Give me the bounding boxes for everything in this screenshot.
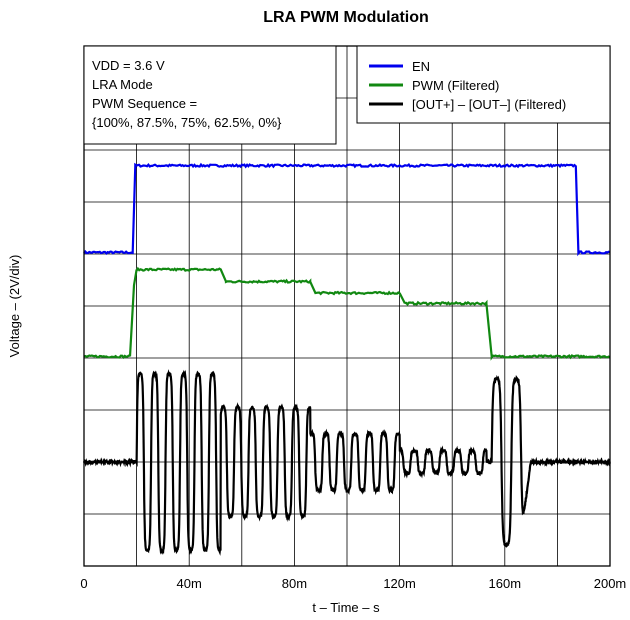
x-axis-label: t – Time – s	[312, 600, 380, 615]
chart-title: LRA PWM Modulation	[263, 9, 429, 26]
x-tick-label: 40m	[177, 576, 202, 591]
x-tick-label: 120m	[383, 576, 416, 591]
legend-label-en: EN	[412, 59, 430, 74]
condition-mode: LRA Mode	[92, 77, 153, 92]
legend-label-out: [OUT+] – [OUT–] (Filtered)	[412, 97, 566, 112]
x-tick-label: 160m	[489, 576, 522, 591]
legend: EN PWM (Filtered) [OUT+] – [OUT–] (Filte…	[356, 45, 611, 124]
condition-sequence-label: PWM Sequence =	[92, 96, 197, 111]
conditions-box: VDD = 3.6 V LRA Mode PWM Sequence = {100…	[83, 45, 337, 145]
series-pwm-trace	[83, 266, 611, 361]
condition-sequence-values: {100%, 87.5%, 75%, 62.5%, 0%}	[92, 115, 282, 130]
series-out-trace	[82, 369, 611, 556]
plot-grid	[84, 46, 610, 566]
x-tick-label: 200m	[594, 576, 627, 591]
x-tick-label: 80m	[282, 576, 307, 591]
y-axis-label: Voltage – (2V/div)	[7, 255, 22, 358]
legend-label-pwm: PWM (Filtered)	[412, 78, 499, 93]
plot-traces	[82, 162, 611, 556]
series-en-trace	[83, 162, 611, 257]
condition-vdd: VDD = 3.6 V	[92, 58, 165, 73]
plot-frame	[83, 45, 611, 567]
x-tick-labels: 0 40m 80m 120m 160m 200m	[80, 576, 626, 591]
x-tick-label: 0	[80, 576, 87, 591]
